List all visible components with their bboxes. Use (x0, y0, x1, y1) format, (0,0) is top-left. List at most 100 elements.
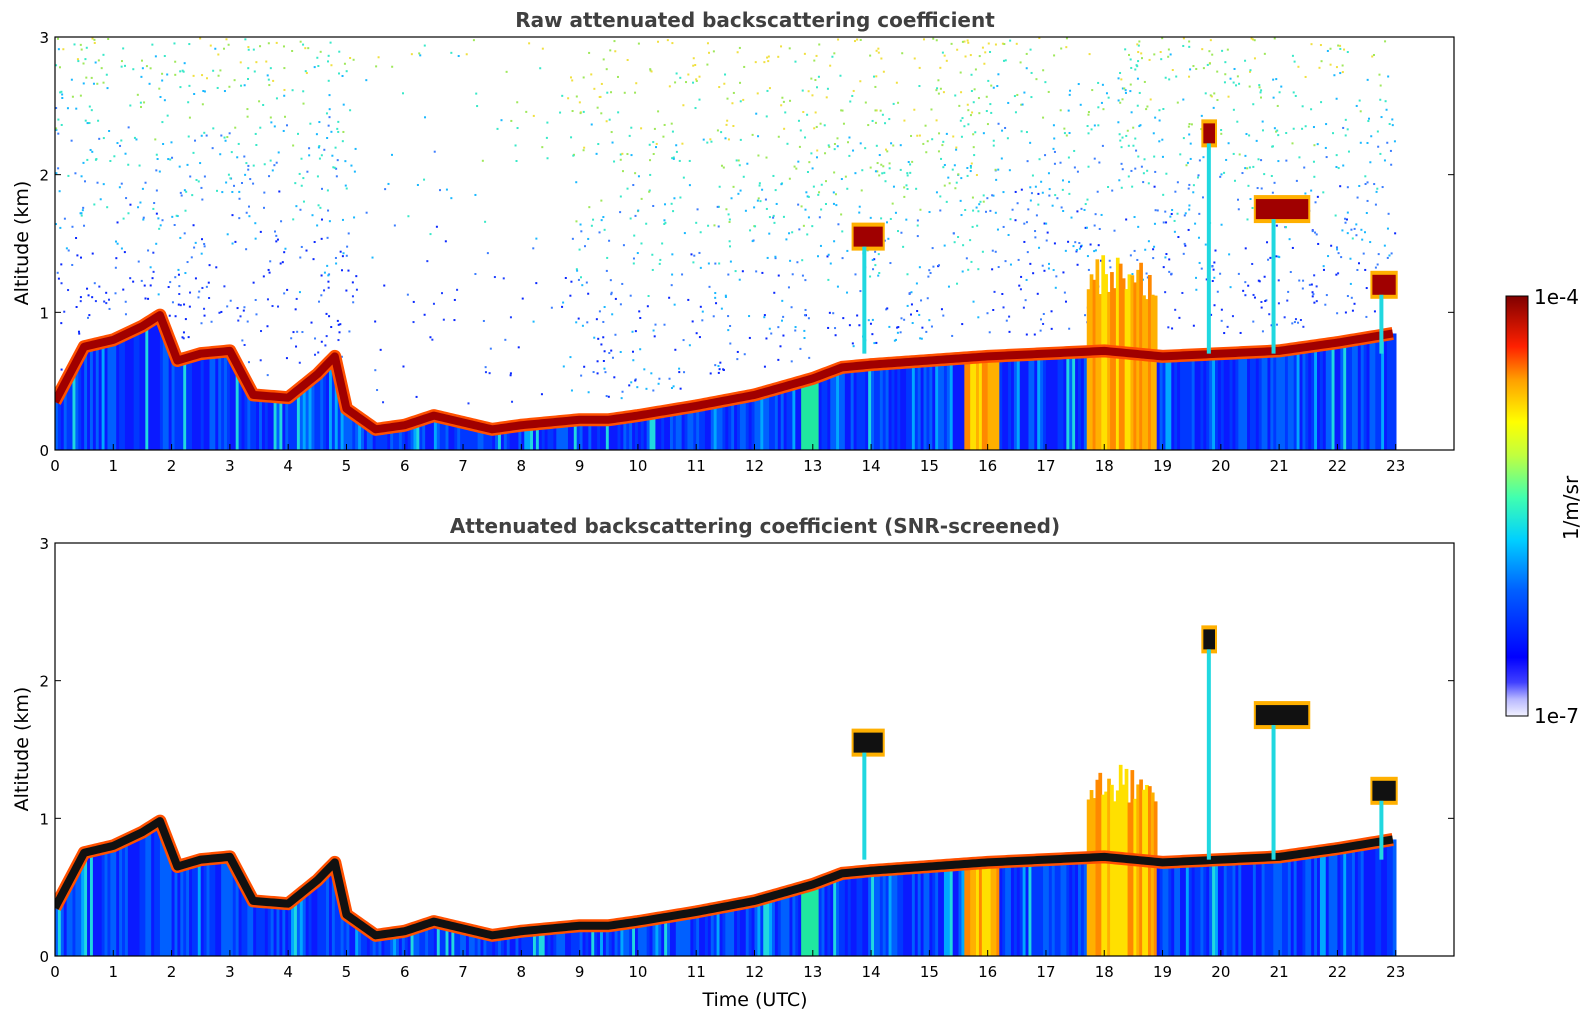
fill-column (308, 887, 313, 956)
noise-pixel (351, 281, 354, 284)
noise-pixel (92, 82, 95, 85)
noise-pixel (761, 271, 764, 274)
noise-pixel (233, 79, 236, 82)
noise-pixel (142, 218, 145, 221)
noise-pixel (763, 365, 766, 368)
noise-pixel (939, 209, 942, 212)
noise-pixel (1265, 299, 1268, 302)
noise-pixel (658, 262, 661, 265)
noise-pixel (1009, 263, 1012, 266)
noise-pixel (184, 209, 187, 212)
noise-pixel (675, 144, 678, 147)
noise-pixel (57, 132, 60, 135)
noise-pixel (1040, 180, 1043, 183)
noise-pixel (797, 119, 800, 122)
noise-pixel (194, 241, 197, 244)
fill-column (868, 364, 872, 450)
noise-pixel (793, 165, 796, 168)
noise-pixel (738, 46, 741, 49)
noise-pixel (59, 91, 62, 94)
noise-pixel (1025, 52, 1028, 55)
fill-column (550, 928, 555, 956)
noise-pixel (994, 211, 997, 214)
noise-pixel (516, 101, 519, 104)
noise-pixel (379, 348, 382, 351)
fill-column (174, 858, 179, 956)
noise-pixel (481, 159, 484, 162)
fill-column (63, 385, 68, 450)
fill-column (976, 357, 980, 450)
fill-column (661, 917, 665, 956)
noise-pixel (1335, 273, 1338, 276)
noise-pixel (852, 89, 855, 92)
fill-column (162, 828, 167, 956)
noise-pixel (805, 314, 808, 317)
noise-pixel (895, 81, 898, 84)
fill-column (532, 930, 537, 956)
noise-pixel (1275, 130, 1278, 133)
noise-pixel (141, 187, 144, 190)
noise-pixel (886, 307, 889, 310)
noise-pixel (812, 185, 815, 188)
fill-column (1188, 861, 1193, 956)
noise-pixel (90, 76, 93, 79)
fill-column (1153, 295, 1158, 450)
noise-pixel (698, 75, 701, 78)
noise-pixel (90, 109, 93, 112)
noise-pixel (1278, 91, 1281, 94)
noise-pixel (252, 48, 255, 51)
fill-column (1139, 779, 1143, 956)
noise-pixel (1244, 294, 1247, 297)
noise-pixel (569, 356, 572, 359)
noise-pixel (817, 193, 820, 196)
noise-pixel (1187, 187, 1190, 190)
noise-pixel (767, 55, 770, 58)
noise-pixel (1213, 261, 1216, 264)
noise-pixel (610, 291, 613, 294)
noise-pixel (205, 134, 208, 137)
noise-pixel (337, 339, 340, 342)
noise-pixel (1100, 101, 1103, 104)
noise-pixel (992, 86, 995, 89)
noise-pixel (1344, 118, 1347, 121)
fill-column (1185, 861, 1190, 956)
noise-pixel (807, 216, 810, 219)
noise-pixel (341, 218, 344, 221)
fill-column (279, 396, 284, 450)
noise-pixel (1232, 108, 1235, 111)
noise-pixel (1335, 154, 1338, 157)
noise-pixel (986, 312, 989, 315)
fill-column (1013, 355, 1018, 450)
noise-pixel (179, 70, 182, 73)
noise-pixel (955, 181, 958, 184)
noise-pixel (1346, 186, 1349, 189)
noise-pixel (102, 183, 105, 186)
noise-pixel (426, 260, 429, 263)
fill-column (567, 420, 572, 450)
fill-column (328, 362, 333, 450)
noise-pixel (284, 247, 287, 250)
noise-pixel (188, 116, 191, 119)
fill-column (707, 909, 712, 956)
fill-column (946, 359, 951, 450)
fill-column (1366, 337, 1371, 450)
fill-column (521, 931, 526, 956)
fill-column (1343, 341, 1347, 450)
noise-pixel (1130, 111, 1133, 114)
noise-pixel (67, 174, 70, 177)
noise-pixel (818, 216, 821, 219)
fill-column (1241, 858, 1245, 956)
noise-pixel (1220, 173, 1223, 176)
noise-pixel (238, 190, 241, 193)
fill-column (224, 351, 228, 450)
noise-pixel (780, 104, 783, 107)
fill-column (664, 917, 668, 956)
noise-pixel (1181, 291, 1184, 294)
panel-snr-screened: Attenuated backscattering coefficient (S… (11, 514, 1455, 1011)
fill-column (232, 862, 237, 956)
noise-pixel (106, 87, 109, 90)
fill-column (906, 362, 910, 450)
noise-pixel (346, 245, 349, 248)
noise-pixel (1014, 219, 1017, 222)
noise-pixel (1394, 232, 1397, 235)
